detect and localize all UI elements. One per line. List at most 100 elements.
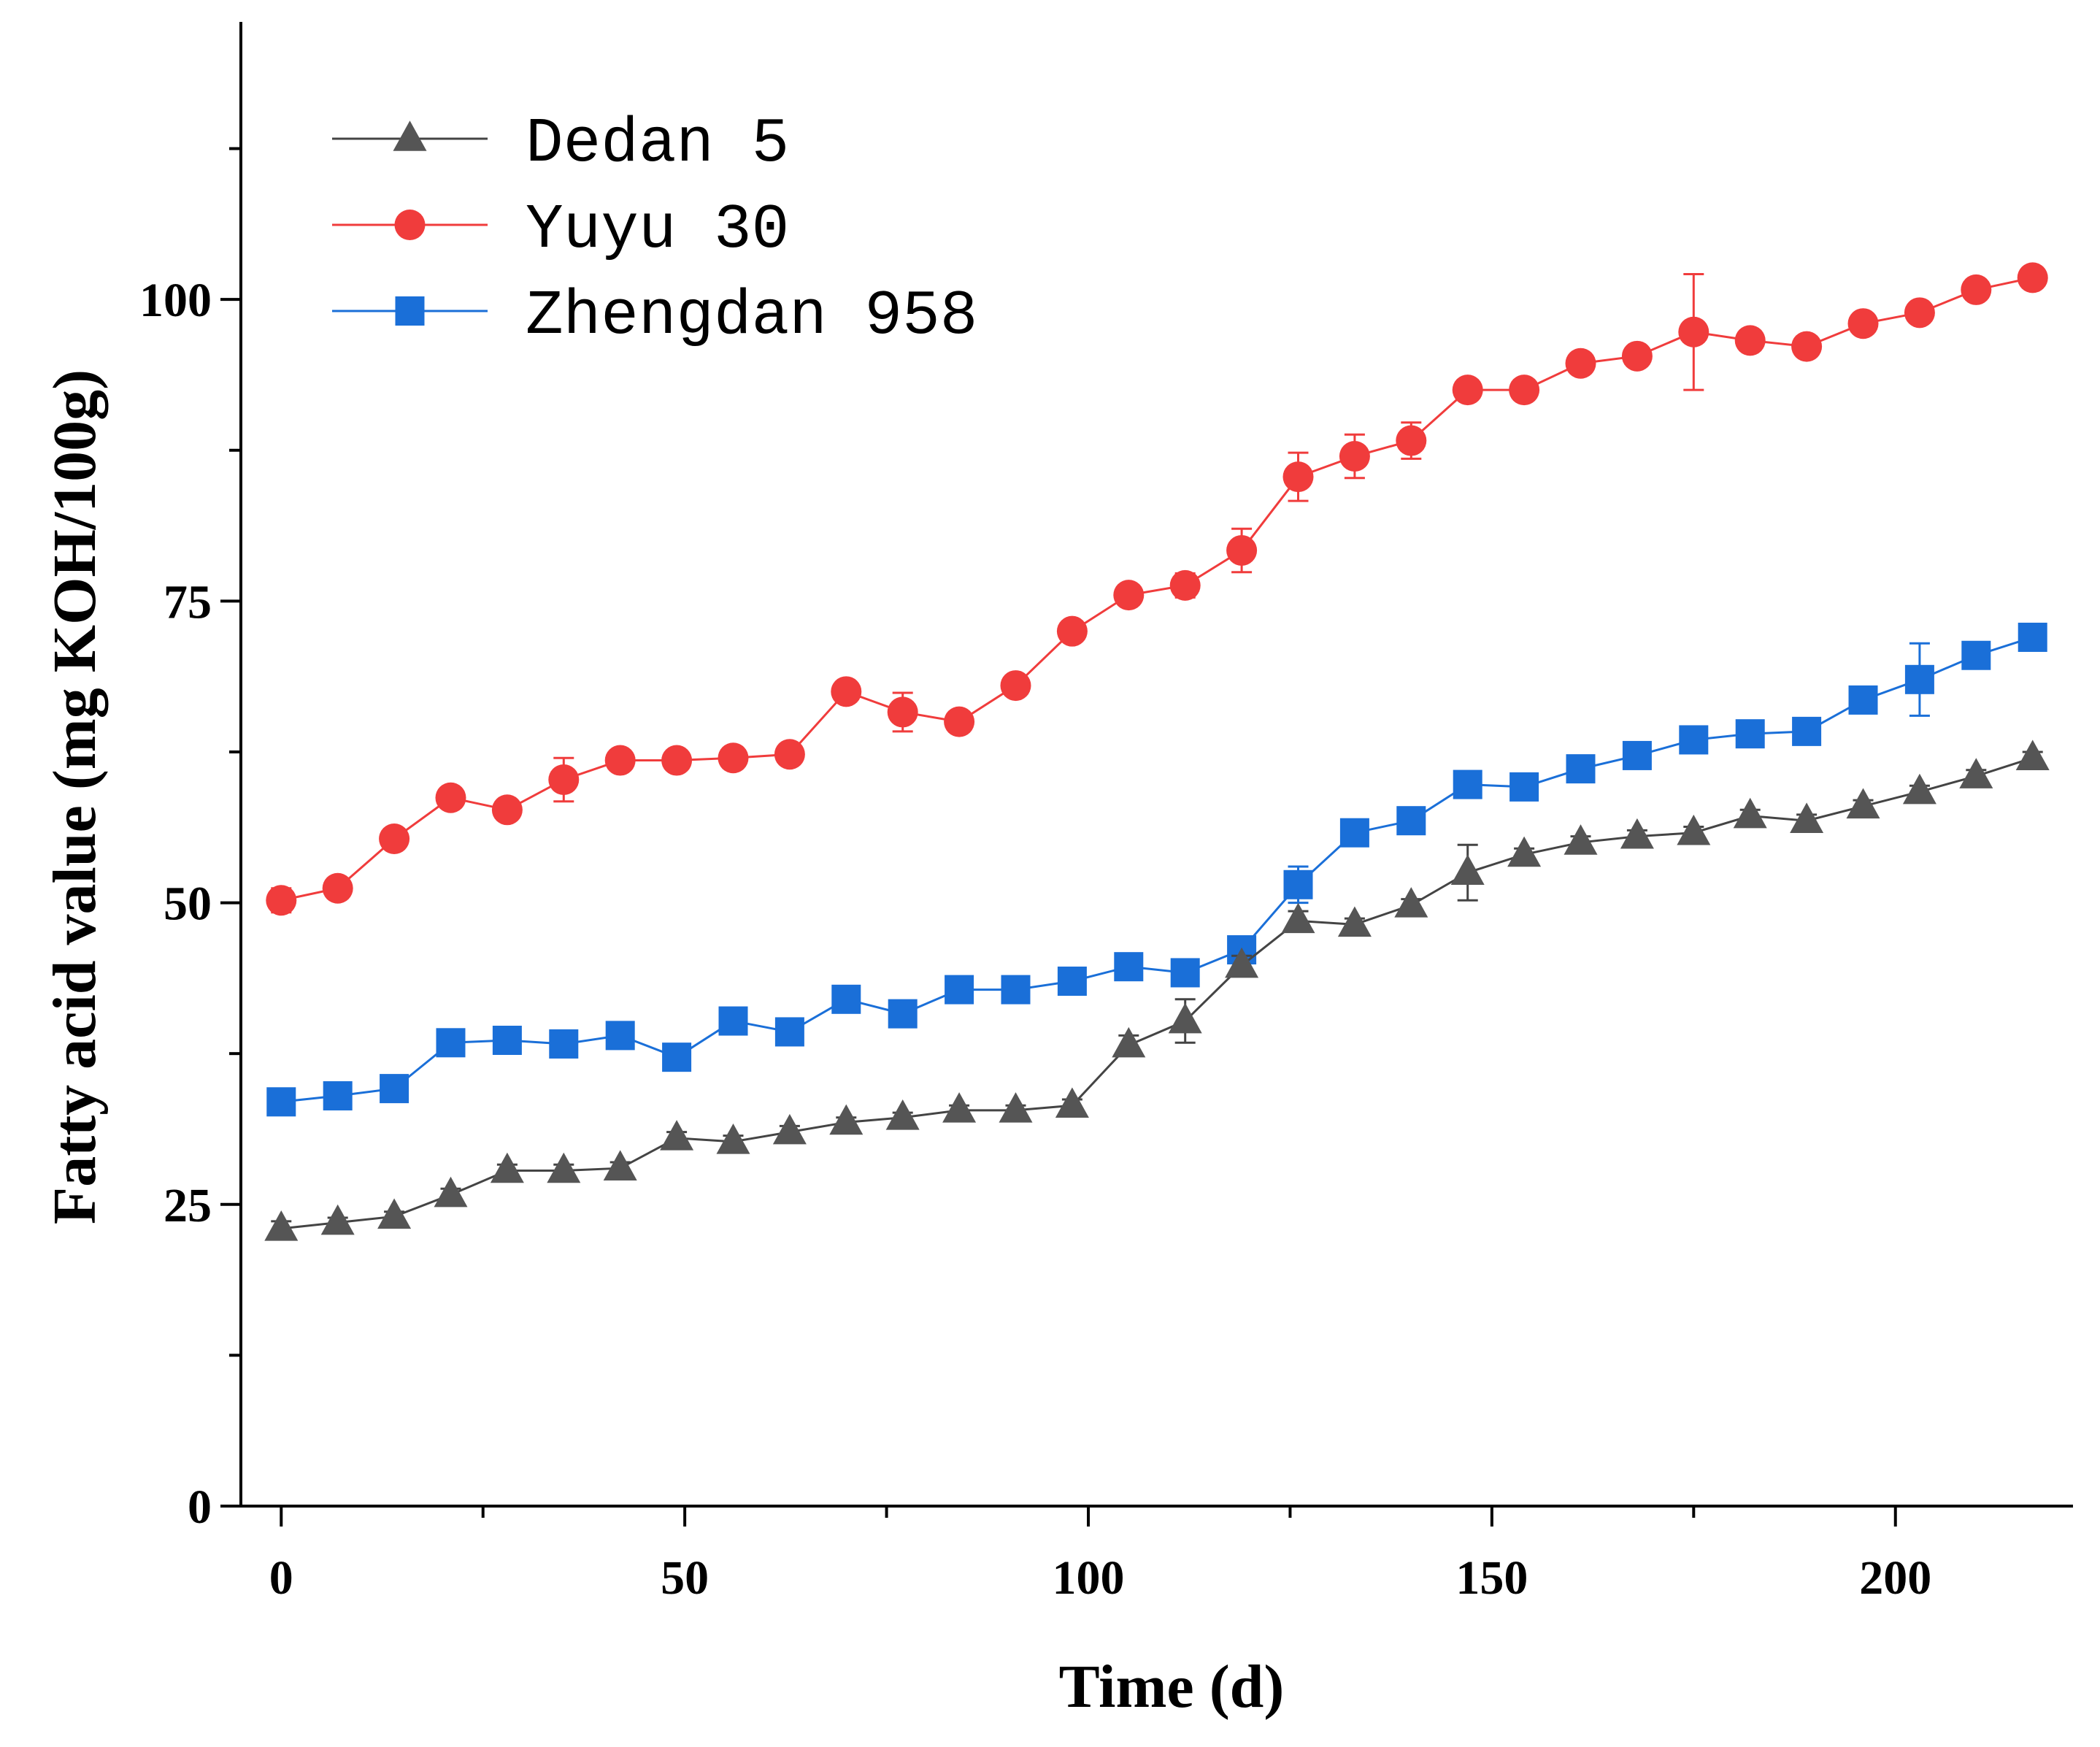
data-point-zhengdan-958	[1679, 725, 1709, 755]
data-point-yuyu-30	[1734, 325, 1766, 356]
data-point-yuyu-30	[1113, 580, 1145, 611]
data-point-zhengdan-958	[1114, 952, 1144, 982]
data-point-dedan-5	[1902, 773, 1936, 805]
data-point-dedan-5	[829, 1104, 864, 1135]
y-tick-label: 50	[164, 878, 212, 931]
y-axis-title: Fatty acid value (mg KOH/100g)	[41, 369, 109, 1224]
legend-label: Zhengdan 958	[526, 280, 977, 352]
data-point-zhengdan-958	[1339, 818, 1369, 848]
data-point-zhengdan-958	[1057, 967, 1087, 997]
x-tick-label: 100	[1053, 1551, 1125, 1605]
data-point-zhengdan-958	[1848, 685, 1878, 715]
data-point-dedan-5	[1112, 1026, 1146, 1058]
data-point-yuyu-30	[604, 745, 636, 776]
data-point-yuyu-30	[1678, 316, 1709, 348]
legend-label: Dedan 5	[526, 108, 789, 180]
data-point-dedan-5	[999, 1092, 1033, 1123]
data-point-zhengdan-958	[266, 1087, 296, 1117]
x-tick-label: 150	[1455, 1551, 1528, 1605]
data-point-yuyu-30	[491, 794, 523, 826]
data-point-zhengdan-958	[1904, 664, 1934, 694]
data-point-dedan-5	[885, 1099, 920, 1130]
series-layer	[264, 262, 2050, 1241]
data-point-dedan-5	[1564, 824, 1598, 855]
data-point-zhengdan-958	[831, 984, 861, 1014]
data-point-dedan-5	[1677, 814, 1711, 845]
data-point-dedan-5	[1450, 854, 1485, 886]
data-point-yuyu-30	[1169, 569, 1201, 601]
data-point-zhengdan-958	[1283, 869, 1313, 899]
data-point-dedan-5	[1846, 788, 1880, 819]
data-point-zhengdan-958	[718, 1006, 748, 1036]
legend-label: Yuyu 30	[526, 194, 789, 266]
legend-item-dedan-5: Dedan 5	[332, 108, 789, 180]
data-point-yuyu-30	[1904, 297, 1935, 329]
data-point-yuyu-30	[1282, 461, 1314, 493]
data-point-yuyu-30	[661, 745, 693, 776]
data-point-yuyu-30	[1621, 340, 1653, 372]
data-point-zhengdan-958	[1735, 719, 1765, 749]
data-point-zhengdan-958	[436, 1028, 466, 1058]
data-point-zhengdan-958	[605, 1021, 635, 1051]
data-point-dedan-5	[772, 1113, 807, 1145]
data-point-zhengdan-958	[888, 999, 918, 1029]
y-tick-label: 0	[188, 1481, 212, 1534]
data-point-yuyu-30	[1847, 308, 1879, 339]
x-axis-title: Time (d)	[1059, 1653, 1285, 1721]
legend-item-yuyu-30: Yuyu 30	[332, 194, 789, 266]
data-point-yuyu-30	[548, 764, 580, 795]
data-point-yuyu-30	[831, 676, 862, 707]
data-point-zhengdan-958	[1453, 769, 1482, 799]
data-point-zhengdan-958	[1001, 975, 1031, 1005]
data-point-zhengdan-958	[945, 975, 974, 1005]
data-point-dedan-5	[2015, 740, 2050, 771]
data-point-zhengdan-958	[662, 1043, 692, 1072]
data-point-zhengdan-958	[323, 1081, 353, 1111]
legend-marker	[393, 120, 427, 151]
y-tick-label: 75	[164, 575, 212, 629]
data-point-zhengdan-958	[2018, 622, 2047, 652]
data-point-yuyu-30	[1339, 441, 1370, 472]
data-point-yuyu-30	[1791, 331, 1823, 362]
series-line-dedan-5	[281, 756, 2034, 1230]
y-tick-label: 25	[164, 1179, 212, 1232]
data-point-dedan-5	[320, 1204, 355, 1235]
data-point-dedan-5	[1055, 1087, 1089, 1118]
axes: 0 50 100 150 200 0 25 50 75 100	[139, 22, 2073, 1605]
data-point-zhengdan-958	[492, 1026, 522, 1056]
data-point-yuyu-30	[774, 739, 805, 770]
data-point-zhengdan-958	[1509, 772, 1539, 802]
data-point-dedan-5	[1959, 758, 1993, 788]
data-point-dedan-5	[1394, 887, 1428, 918]
data-point-dedan-5	[1733, 797, 1767, 829]
data-point-dedan-5	[1507, 836, 1542, 867]
series-dedan-5	[264, 740, 2050, 1241]
data-point-dedan-5	[1337, 906, 1372, 937]
legend-marker	[395, 296, 425, 326]
data-point-dedan-5	[264, 1210, 299, 1241]
data-point-zhengdan-958	[1566, 754, 1596, 784]
data-point-zhengdan-958	[1961, 640, 1991, 670]
x-tick-label: 0	[269, 1551, 293, 1605]
data-point-dedan-5	[1168, 1002, 1202, 1034]
data-point-dedan-5	[942, 1092, 977, 1123]
data-point-yuyu-30	[1961, 274, 1992, 305]
legend: Dedan 5 Yuyu 30 Zhengdan 958	[332, 108, 977, 352]
x-tick-label: 200	[1859, 1551, 1931, 1605]
data-point-dedan-5	[1620, 818, 1654, 849]
x-ticks: 0 50 100 150 200	[269, 1506, 1931, 1605]
data-point-zhengdan-958	[1396, 806, 1426, 836]
data-point-dedan-5	[603, 1150, 637, 1181]
data-point-yuyu-30	[435, 782, 466, 813]
data-point-zhengdan-958	[1170, 958, 1200, 988]
data-point-zhengdan-958	[774, 1017, 804, 1047]
data-point-yuyu-30	[1000, 670, 1031, 702]
series-zhengdan-958	[266, 622, 2047, 1117]
data-point-dedan-5	[490, 1152, 524, 1183]
data-point-zhengdan-958	[380, 1074, 409, 1104]
data-point-yuyu-30	[887, 696, 918, 728]
data-point-dedan-5	[377, 1198, 412, 1229]
data-point-dedan-5	[434, 1176, 468, 1207]
